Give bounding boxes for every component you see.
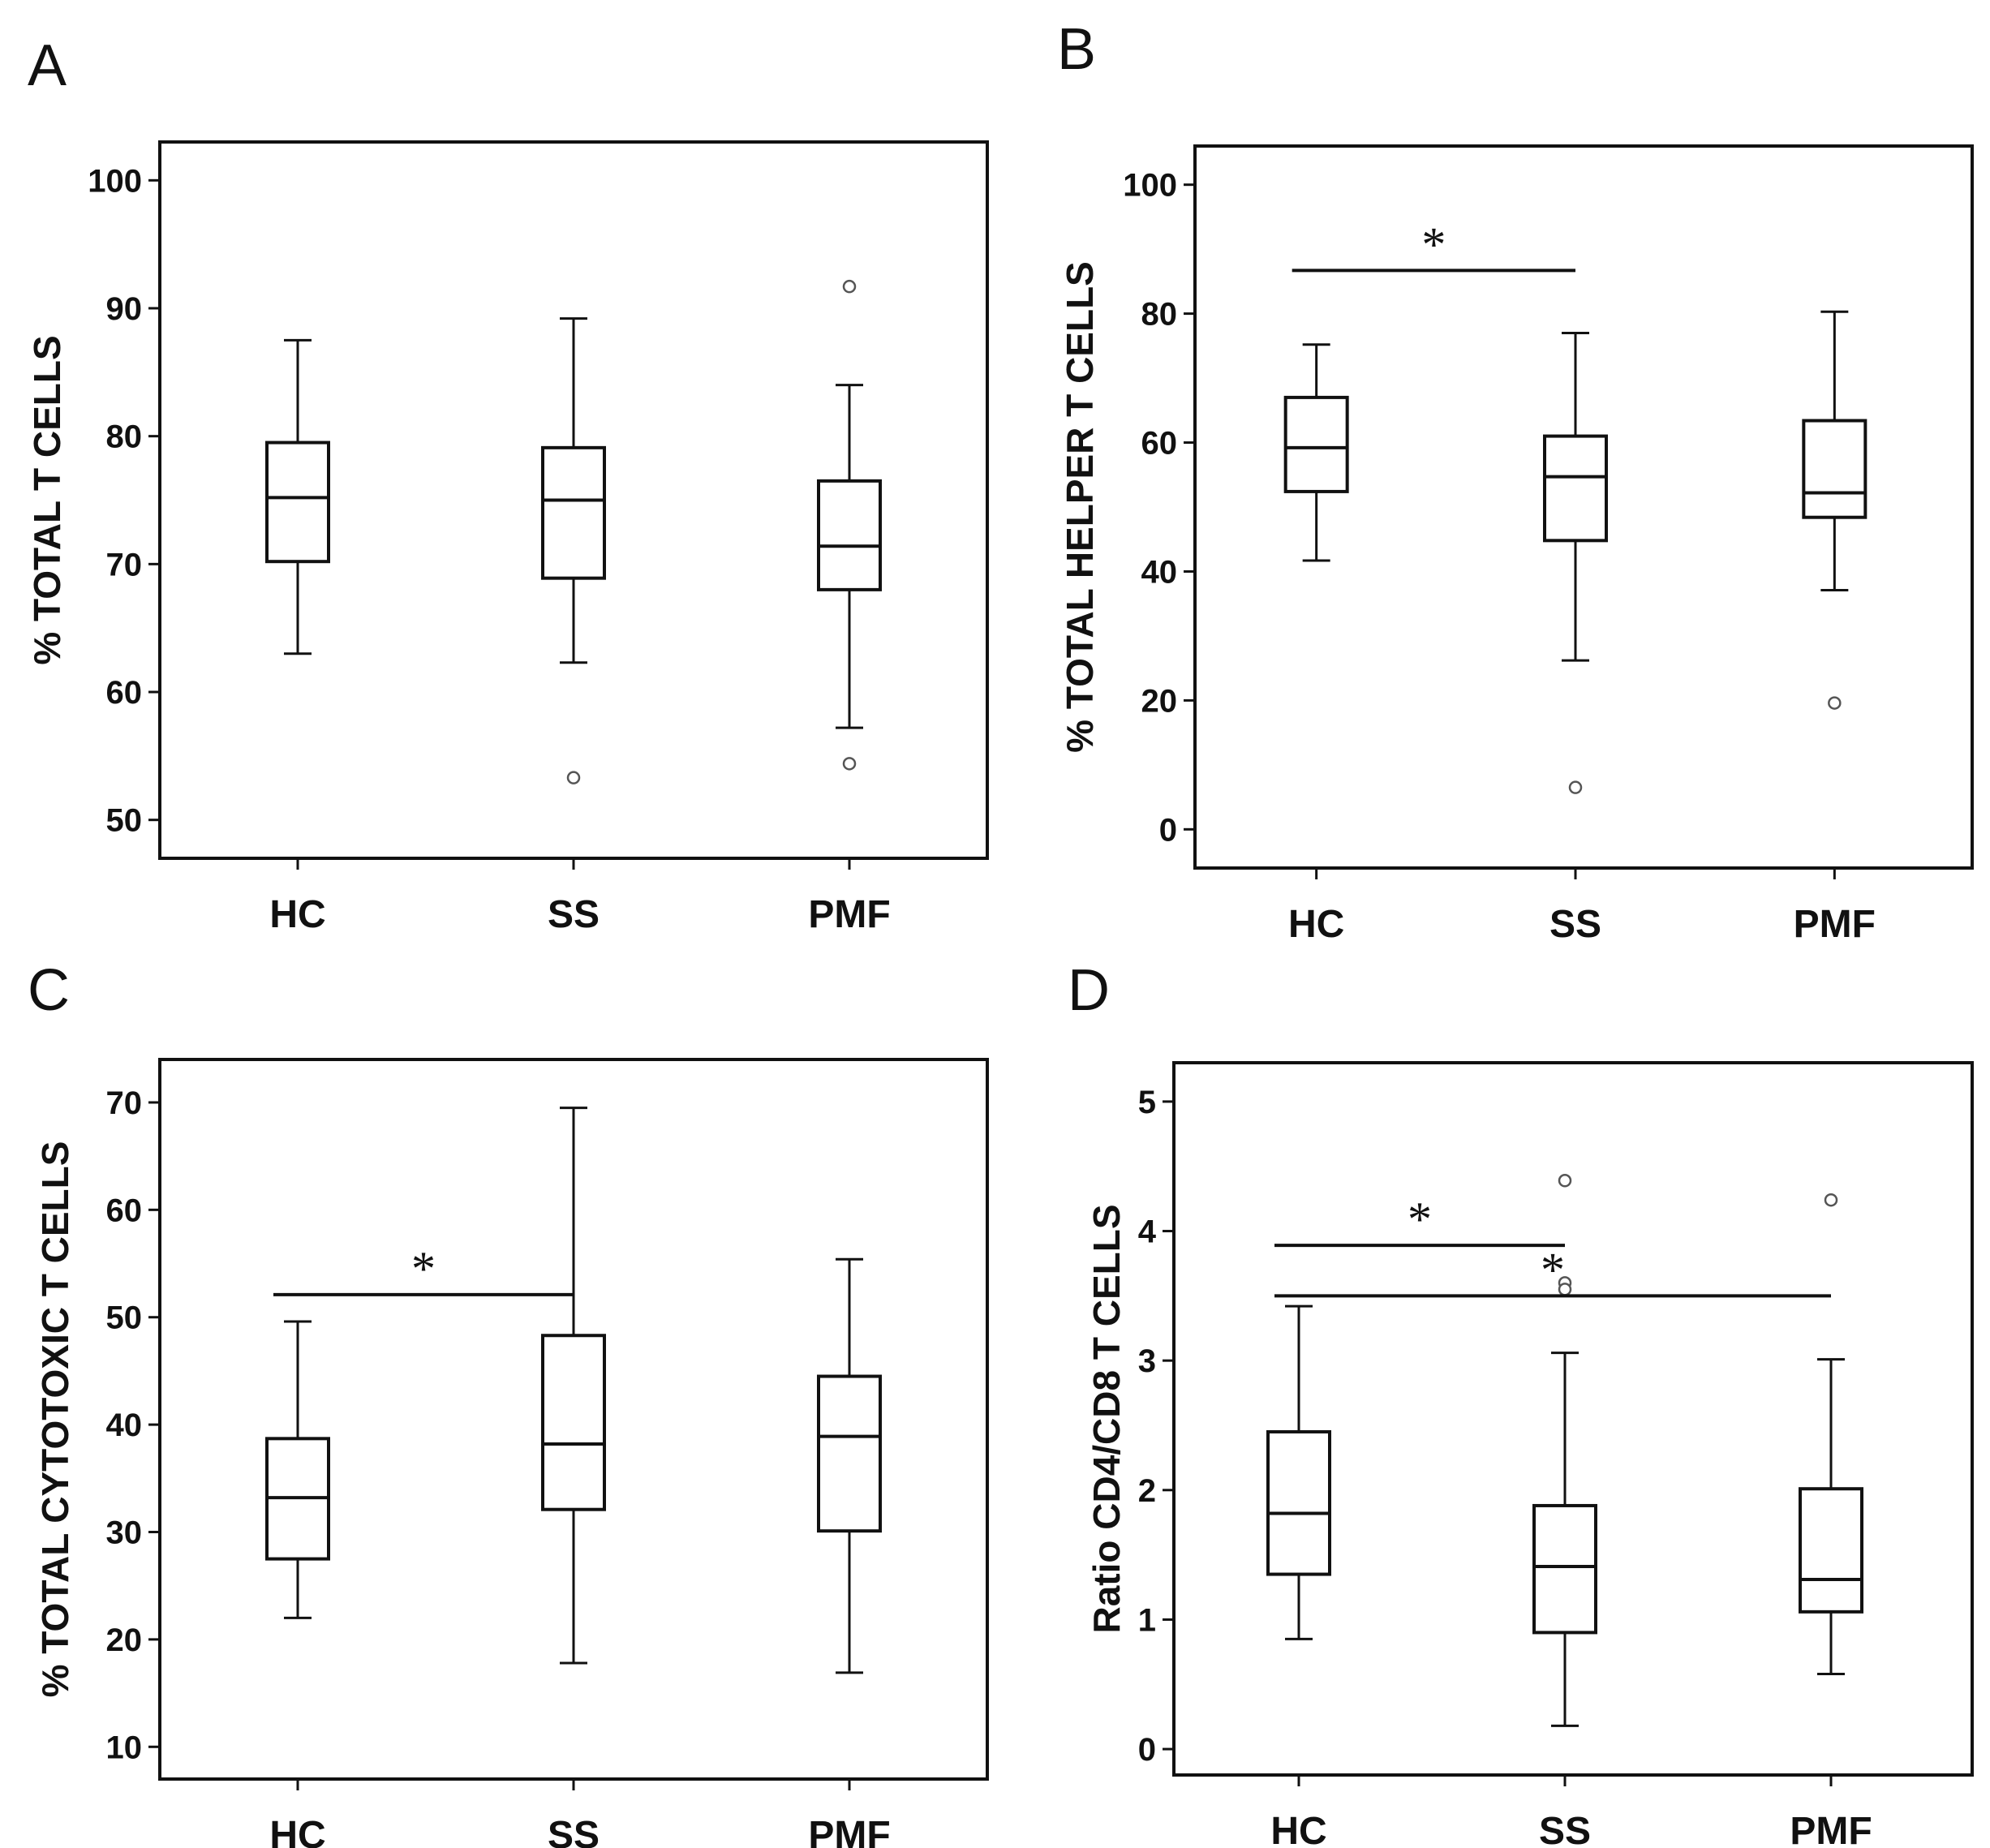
y-tick-label: 40: [106, 1407, 143, 1443]
y-tick-label: 100: [1123, 168, 1177, 204]
iqr-box: [817, 479, 882, 591]
x-category-label: PMF: [808, 893, 890, 936]
outlier-point: [842, 279, 857, 294]
iqr-box: [541, 1334, 606, 1511]
y-tick-label: 0: [1138, 1732, 1156, 1768]
y-tick-label: 80: [106, 419, 143, 455]
iqr-box: [817, 1374, 882, 1533]
y-tick-label: 5: [1138, 1085, 1156, 1120]
x-category-label: PMF: [808, 1814, 890, 1848]
box-pmf: [1799, 1193, 1863, 1675]
box-pmf: [1802, 310, 1868, 710]
x-category-label: HC: [1270, 1810, 1326, 1848]
box-ss: [541, 1107, 606, 1665]
x-category-label: HC: [1288, 903, 1344, 946]
panel-letter: B: [1057, 17, 1096, 82]
y-tick-label: 60: [1141, 426, 1178, 462]
y-tick-label: 0: [1159, 812, 1177, 848]
iqr-box: [1802, 419, 1868, 519]
x-category-label: PMF: [1794, 903, 1876, 946]
y-tick-label: 100: [88, 163, 142, 199]
y-tick-label: 10: [106, 1730, 143, 1765]
significance-star: *: [411, 1242, 436, 1296]
y-axis-title: % TOTAL CYTOTOXIC T CELLS: [34, 1141, 76, 1698]
y-axis-title: Ratio CD4/CD8 T CELLS: [1085, 1204, 1128, 1633]
y-tick-label: 20: [1141, 683, 1178, 719]
x-category-label: SS: [548, 893, 600, 936]
panel-c: C 10 20 30 40 50 60 70 % TOTAL CYTOTOXIC T CELLS…: [28, 958, 989, 1848]
y-tick-label: 2: [1138, 1473, 1156, 1509]
x-category-label: SS: [1539, 1810, 1591, 1848]
iqr-box: [1799, 1487, 1863, 1614]
iqr-box: [541, 445, 606, 580]
panel-letter: C: [28, 958, 70, 1023]
x-category-label: HC: [269, 893, 325, 936]
iqr-box: [1543, 434, 1608, 543]
iqr-box: [1266, 1429, 1331, 1576]
box-ss: [541, 317, 606, 784]
outlier-point: [1828, 696, 1842, 710]
y-tick-label: 70: [106, 1085, 143, 1121]
outlier-point: [1568, 780, 1583, 794]
outlier-point: [1824, 1193, 1838, 1207]
box-pmf: [817, 1257, 882, 1674]
plot-frame: [1172, 1061, 1974, 1777]
y-tick-label: 40: [1141, 554, 1178, 590]
x-category-label: SS: [1549, 903, 1601, 946]
outlier-point: [842, 757, 857, 771]
box-hc: [1283, 343, 1349, 562]
significance-star: *: [1408, 1193, 1432, 1246]
y-tick-label: 1: [1138, 1602, 1156, 1638]
y-tick-label: 90: [106, 291, 143, 327]
x-category-label: SS: [548, 1814, 600, 1848]
box-ss: [1543, 331, 1608, 794]
significance-star: *: [1421, 217, 1446, 271]
box-hc: [265, 338, 330, 655]
y-tick-label: 20: [106, 1622, 143, 1658]
panel-letter: D: [1068, 958, 1110, 1023]
y-axis-title: % TOTAL HELPER T CELLS: [1059, 261, 1101, 753]
iqr-box: [265, 441, 330, 564]
box-pmf: [817, 279, 882, 771]
panel-letter: A: [28, 33, 67, 98]
significance-star: *: [1541, 1243, 1565, 1296]
iqr-box: [1532, 1503, 1597, 1635]
panel-a: A 50 60 70 80 90 100 % TOTAL T CELLS HC SS PMF: [26, 33, 989, 936]
box-hc: [1266, 1304, 1331, 1640]
box-hc: [265, 1320, 330, 1619]
y-tick-label: 80: [1141, 297, 1178, 333]
y-tick-label: 60: [106, 1193, 143, 1228]
y-tick-label: 70: [106, 547, 143, 582]
panel-d: D 0 1 2 3 4 5 Ratio CD4/CD8 T CELLS HC SS PMF * *: [1068, 958, 1974, 1848]
iqr-box: [1283, 395, 1349, 493]
y-axis-title: % TOTAL T CELLS: [26, 335, 68, 664]
y-tick-label: 60: [106, 675, 143, 711]
plot-frame: [1193, 144, 1974, 870]
panel-b: B 0 20 40 60 80 100 % TOTAL HELPER T CELLS HC SS P…: [1057, 17, 1974, 946]
y-tick-label: 3: [1138, 1343, 1156, 1379]
box-ss: [1532, 1174, 1597, 1727]
outlier-point: [566, 771, 581, 784]
y-tick-label: 50: [106, 1300, 143, 1336]
x-category-label: PMF: [1790, 1810, 1872, 1848]
outlier-point: [1558, 1174, 1572, 1188]
y-tick-label: 50: [106, 803, 143, 839]
x-category-label: HC: [269, 1814, 325, 1848]
y-tick-label: 30: [106, 1515, 143, 1551]
y-tick-label: 4: [1138, 1214, 1157, 1250]
